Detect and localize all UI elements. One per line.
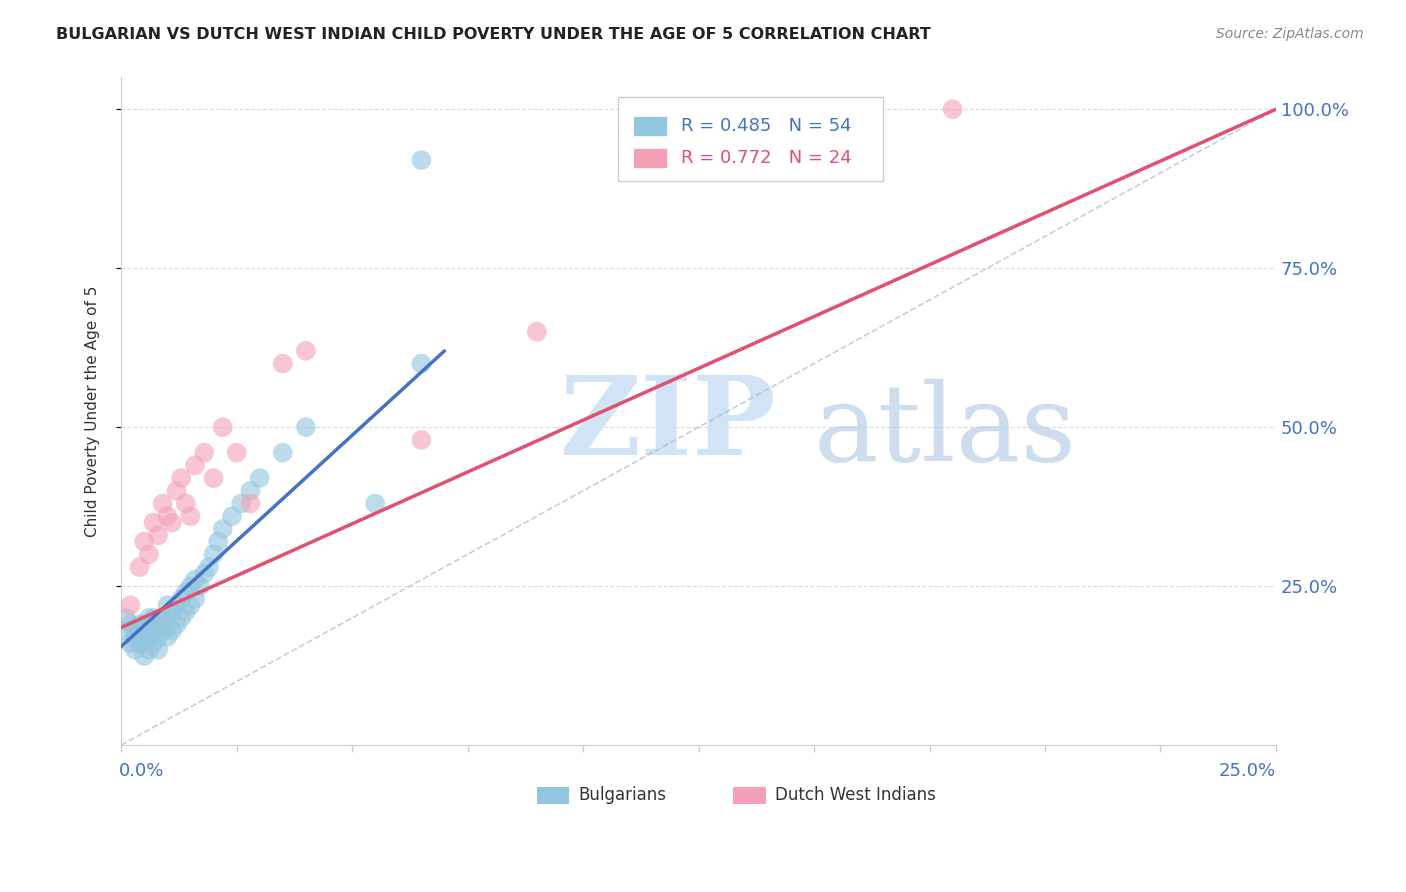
- Point: [156, 509, 179, 524]
- Point: [198, 560, 221, 574]
- Point: [211, 420, 233, 434]
- Point: [160, 624, 183, 638]
- Point: [207, 534, 229, 549]
- Text: Bulgarians: Bulgarians: [578, 786, 666, 805]
- Text: atlas: atlas: [814, 379, 1077, 484]
- Point: [142, 516, 165, 530]
- Text: R = 0.772   N = 24: R = 0.772 N = 24: [682, 149, 852, 167]
- Text: Dutch West Indians: Dutch West Indians: [775, 786, 935, 805]
- Point: [193, 566, 215, 581]
- Point: [411, 433, 433, 447]
- Point: [152, 624, 174, 638]
- Text: 25.0%: 25.0%: [1219, 762, 1277, 780]
- Point: [202, 471, 225, 485]
- Text: 0.0%: 0.0%: [120, 762, 165, 780]
- Point: [170, 591, 193, 606]
- Point: [152, 496, 174, 510]
- Point: [134, 630, 156, 644]
- Point: [411, 153, 433, 167]
- Point: [184, 458, 207, 473]
- Point: [170, 611, 193, 625]
- Point: [146, 617, 169, 632]
- Point: [134, 534, 156, 549]
- Bar: [733, 787, 765, 804]
- Point: [188, 579, 211, 593]
- Point: [225, 445, 247, 459]
- Point: [184, 573, 207, 587]
- Text: Source: ZipAtlas.com: Source: ZipAtlas.com: [1216, 27, 1364, 41]
- Point: [128, 636, 150, 650]
- Point: [120, 617, 142, 632]
- Point: [142, 624, 165, 638]
- Point: [179, 599, 201, 613]
- Point: [211, 522, 233, 536]
- Point: [271, 445, 294, 459]
- Point: [114, 611, 136, 625]
- Point: [239, 483, 262, 498]
- Bar: [633, 116, 668, 136]
- Point: [239, 496, 262, 510]
- Point: [202, 547, 225, 561]
- Point: [134, 649, 156, 664]
- Text: BULGARIAN VS DUTCH WEST INDIAN CHILD POVERTY UNDER THE AGE OF 5 CORRELATION CHAR: BULGARIAN VS DUTCH WEST INDIAN CHILD POV…: [56, 27, 931, 42]
- Point: [120, 599, 142, 613]
- Point: [142, 636, 165, 650]
- Text: R = 0.485   N = 54: R = 0.485 N = 54: [682, 117, 852, 136]
- Point: [170, 471, 193, 485]
- FancyBboxPatch shape: [617, 97, 883, 181]
- Point: [231, 496, 253, 510]
- Point: [142, 611, 165, 625]
- Point: [411, 357, 433, 371]
- Point: [364, 496, 387, 510]
- Point: [134, 617, 156, 632]
- Point: [146, 630, 169, 644]
- Point: [156, 617, 179, 632]
- Point: [128, 560, 150, 574]
- Point: [174, 496, 197, 510]
- Point: [124, 642, 146, 657]
- Point: [249, 471, 271, 485]
- Point: [295, 343, 318, 358]
- Point: [942, 102, 965, 116]
- Point: [295, 420, 318, 434]
- Point: [138, 547, 160, 561]
- Point: [179, 509, 201, 524]
- Point: [221, 509, 243, 524]
- Point: [160, 605, 183, 619]
- Point: [271, 357, 294, 371]
- Bar: [537, 787, 569, 804]
- Point: [526, 325, 548, 339]
- Point: [138, 642, 160, 657]
- Point: [146, 528, 169, 542]
- Point: [128, 624, 150, 638]
- Point: [166, 617, 188, 632]
- Point: [166, 483, 188, 498]
- Point: [174, 585, 197, 599]
- Text: ZIP: ZIP: [560, 371, 776, 478]
- Point: [156, 630, 179, 644]
- Point: [156, 599, 179, 613]
- Point: [166, 599, 188, 613]
- Point: [174, 605, 197, 619]
- Point: [120, 636, 142, 650]
- Point: [138, 630, 160, 644]
- Y-axis label: Child Poverty Under the Age of 5: Child Poverty Under the Age of 5: [86, 285, 100, 537]
- Point: [124, 630, 146, 644]
- Point: [184, 591, 207, 606]
- Point: [138, 611, 160, 625]
- Point: [134, 636, 156, 650]
- Point: [152, 611, 174, 625]
- Point: [114, 624, 136, 638]
- Point: [124, 624, 146, 638]
- Point: [179, 579, 201, 593]
- Point: [193, 445, 215, 459]
- Point: [146, 642, 169, 657]
- Bar: [633, 147, 668, 168]
- Point: [128, 617, 150, 632]
- Point: [160, 516, 183, 530]
